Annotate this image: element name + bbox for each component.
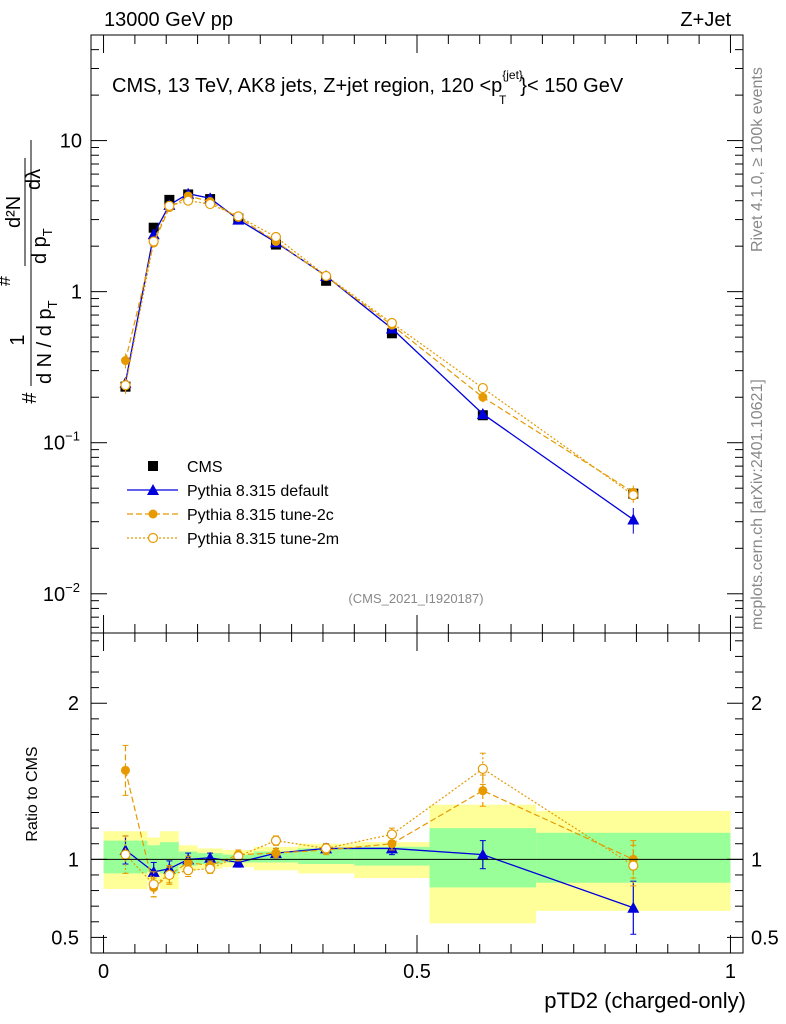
y-tick-label: 1: [71, 282, 82, 304]
pythia-8-315-default-point: [476, 407, 489, 419]
main-axes: 10−2 10−1 1 10: [43, 34, 743, 633]
pythia-8-315-tune-2m-point: [386, 317, 398, 329]
pythia-8-315-default-ratio-point: [204, 851, 217, 863]
y-label-dpt: d pT: [29, 228, 55, 264]
pythia-8-315-tune-2c-ratio-point: [478, 786, 488, 796]
ratio-series-layer: [119, 744, 640, 935]
ratio-panel: 0 0.5 1 0.5 0.5 1 1 2 2: [51, 632, 779, 983]
ratio-y-tick-label-right: 1: [751, 849, 762, 871]
y-tick-label: 10: [60, 131, 82, 153]
pythia-8-315-tune-2m-point: [320, 270, 332, 282]
pythia-8-315-tune-2m-ratio-point: [233, 851, 244, 862]
pythia-8-315-tune-2m-point: [477, 382, 488, 394]
ratio-y-tick-label-right: 2: [751, 693, 762, 715]
pythia-8-315-tune-2c-ratio-point: [387, 839, 397, 849]
energy-label: 13000 GeV pp: [104, 9, 233, 31]
main-y-label: # 1 d N / d pT # d²N d pT dλ: [0, 140, 60, 404]
pythia-8-315-tune-2m-ratio-point: [205, 863, 216, 874]
pythia-8-315-tune-2m-point: [164, 200, 175, 211]
pythia-8-315-tune-2m-ratio-point: [628, 860, 639, 871]
ratio-y-tick-label-left: 2: [68, 693, 79, 715]
x-tick-label: 0: [98, 961, 109, 983]
pythia-8-315-tune-2c-ratio-point: [120, 765, 130, 775]
pythia-8-315-tune-2m-ratio-point: [320, 843, 332, 854]
pythia-8-315-tune-2m-point: [148, 236, 159, 247]
x-tick-label: 1: [725, 961, 736, 983]
legend-label-pythia-8-315-tune-2m: Pythia 8.315 tune-2m: [187, 531, 339, 548]
pythia-8-315-tune-2m-point: [205, 198, 216, 210]
pythia-8-315-tune-2c-ratio-point: [271, 848, 281, 858]
y-label-dlambda: dλ: [23, 169, 45, 190]
pythia-8-315-default-ratio-point: [232, 856, 245, 868]
mcplots-reference: mcplots.cern.ch [arXiv:2401.10621]: [749, 379, 766, 630]
y-label-d2n: d²N: [3, 196, 25, 228]
y-tick-label: 10−1: [43, 429, 80, 455]
pythia-8-315-tune-2m-ratio-line: [125, 768, 634, 886]
pythia-8-315-tune-2m-point: [628, 490, 639, 501]
pythia-8-315-tune-2m-ratio-point: [270, 835, 282, 846]
pythia-8-315-tune-2m-ratio-point: [120, 849, 131, 860]
inner-uncertainty-band: [297, 848, 355, 865]
x-tick-label: 0.5: [403, 961, 431, 983]
inner-uncertainty-band: [354, 846, 430, 866]
ratio-y-tick-label-left: 1: [68, 849, 79, 871]
cms-point: [148, 222, 159, 233]
legend: CMS Pythia 8.315 default Pythia 8.315 tune…: [127, 459, 339, 548]
pythia-8-315-tune-2c-point: [120, 356, 130, 366]
legend-marker-pythia-8-315-default: [147, 484, 159, 495]
pythia-8-315-default-point: [627, 513, 640, 525]
ratio-frame: [90, 632, 744, 954]
inner-uncertainty-band: [159, 842, 179, 874]
pythia-8-315-tune-2m-point: [120, 380, 131, 391]
legend-marker-pythia-8-315-tune-2c: [148, 509, 158, 519]
legend-label-pythia-8-315-default: Pythia 8.315 default: [187, 483, 329, 500]
y-tick-label: 10−2: [43, 580, 80, 606]
pythia-8-315-tune-2m-ratio-point: [164, 869, 175, 881]
legend-label-pythia-8-315-tune-2c: Pythia 8.315 tune-2c: [187, 507, 334, 524]
analysis-id: (CMS_2021_I1920187): [348, 591, 483, 606]
pythia-8-315-tune-2m-ratio-point: [148, 879, 159, 890]
plot-title: CMS, 13 TeV, AK8 jets, Z+jet region, 120…: [112, 68, 624, 107]
y-label-hash-2: #: [0, 276, 14, 286]
ratio-y-tick-label-right: 0.5: [751, 927, 779, 949]
pythia-8-315-default-ratio-point: [476, 848, 489, 860]
ratio-y-label: Ratio to CMS: [24, 746, 41, 841]
pythia-8-315-tune-2m-point: [270, 231, 282, 243]
main-panel: 10−2 10−1 1 10 CMS, 13 TeV, AK8 jets, Z+jet…: [43, 34, 744, 634]
pythia-8-315-tune-2m-ratio-point: [183, 865, 194, 876]
main-series-layer: [119, 187, 640, 534]
process-label: Z+Jet: [680, 9, 731, 31]
y-label-dn: d N / d pT: [34, 300, 60, 384]
ratio-axes: 0 0.5 1 0.5 0.5 1 1 2 2: [51, 633, 779, 983]
legend-marker-cms: [148, 461, 158, 471]
x-axis-label: pTD2 (charged-only): [544, 988, 746, 1013]
legend-label-cms: CMS: [187, 459, 223, 476]
pythia-8-315-default-ratio-point: [627, 901, 640, 913]
legend-marker-pythia-8-315-tune-2m: [147, 532, 159, 544]
pythia-8-315-tune-2c-ratio-point: [183, 857, 193, 867]
pythia-8-315-tune-2m-ratio-point: [386, 829, 398, 840]
pythia-8-315-tune-2m-point: [233, 211, 244, 222]
y-label-one: 1: [7, 334, 29, 345]
pythia-8-315-tune-2m-ratio-point: [477, 763, 488, 774]
pythia-8-315-tune-2c-point: [478, 392, 488, 402]
y-label-hash-1: #: [19, 392, 41, 404]
ratio-y-tick-label-left: 0.5: [51, 927, 79, 949]
inner-uncertainty-band: [147, 845, 160, 872]
rivet-version: Rivet 4.1.0, ≥ 100k events: [749, 67, 766, 252]
pythia-8-315-tune-2m-point: [183, 195, 194, 206]
